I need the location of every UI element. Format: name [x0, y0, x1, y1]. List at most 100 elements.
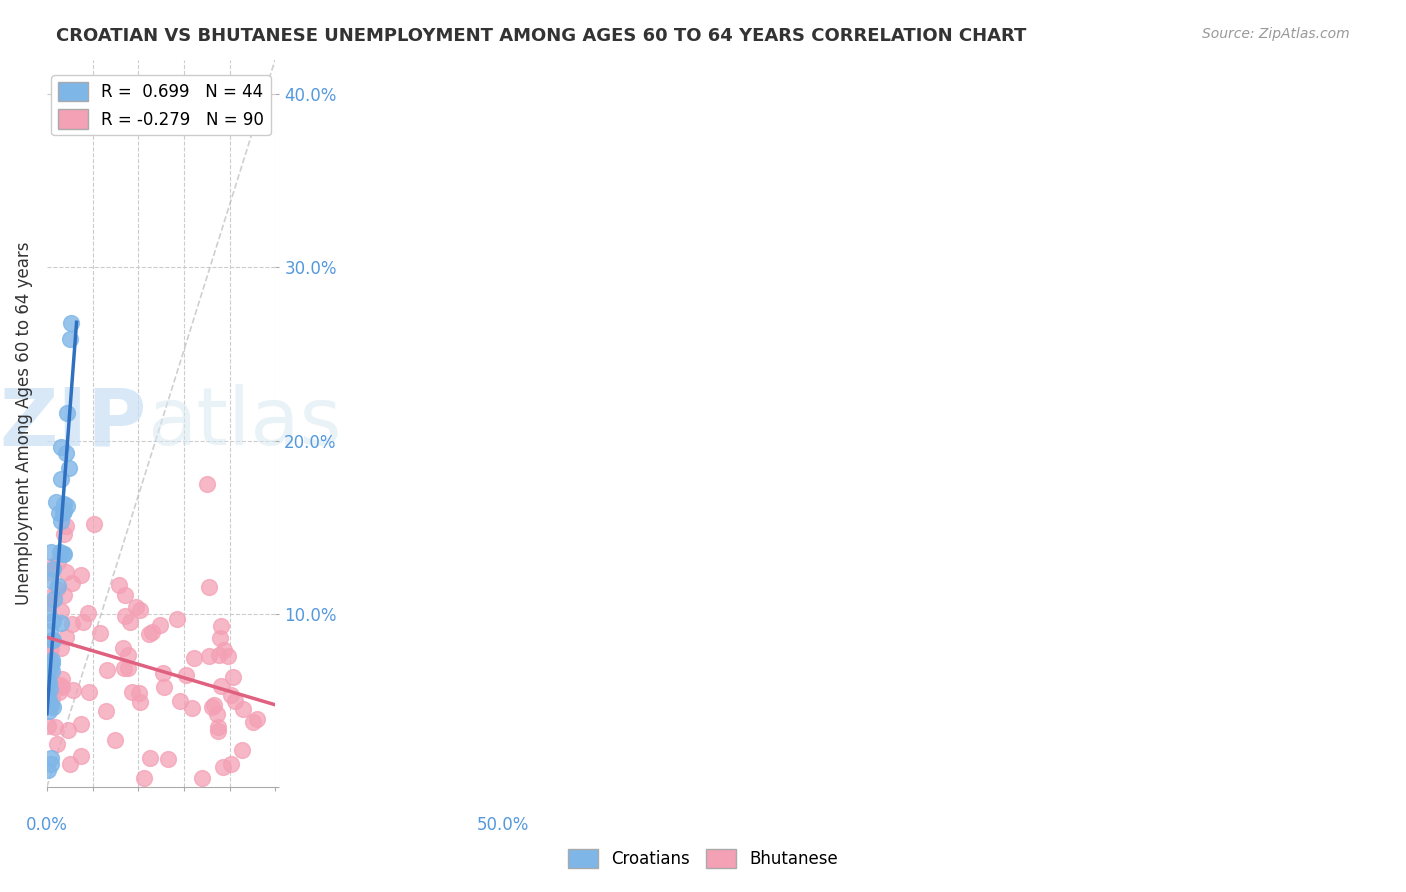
Point [83, 516, 105, 531]
Point [132, 771, 155, 785]
Point [217, 649, 239, 664]
Point [191, 771, 214, 785]
Point [51, 472, 73, 486]
Point [39, 590, 62, 604]
Point [221, 670, 243, 684]
Text: 0.0%: 0.0% [25, 816, 67, 834]
Text: CROATIAN VS BHUTANESE UNEMPLOYMENT AMONG AGES 60 TO 64 YEARS CORRELATION CHART: CROATIAN VS BHUTANESE UNEMPLOYMENT AMONG… [56, 27, 1026, 45]
Point [55, 565, 77, 579]
Point [45, 737, 67, 751]
Point [114, 588, 136, 602]
Point [39, 675, 62, 690]
Point [207, 720, 229, 734]
Point [129, 602, 152, 616]
Point [246, 712, 269, 726]
Point [58, 332, 80, 346]
Point [38, 662, 60, 676]
Point [62, 682, 84, 697]
Point [219, 688, 242, 702]
Point [37, 676, 59, 690]
Point [39, 545, 62, 559]
Point [108, 577, 131, 591]
Point [125, 599, 148, 614]
Point [39, 757, 62, 772]
Point [39, 751, 62, 765]
Point [38, 641, 60, 656]
Point [242, 715, 264, 730]
Point [42, 592, 65, 607]
Point [37, 607, 59, 621]
Point [96, 663, 118, 677]
Text: Source: ZipAtlas.com: Source: ZipAtlas.com [1202, 27, 1350, 41]
Point [197, 580, 219, 594]
Point [181, 701, 204, 715]
Point [41, 632, 63, 647]
Point [51, 680, 73, 694]
Point [39, 682, 62, 697]
Point [77, 685, 100, 699]
Point [221, 757, 243, 772]
Point [42, 700, 65, 714]
Point [121, 685, 143, 699]
Point [141, 625, 163, 640]
Point [60, 575, 83, 590]
Point [42, 615, 65, 629]
Point [52, 547, 75, 561]
Point [231, 743, 253, 757]
Point [55, 630, 77, 644]
Point [38, 566, 60, 580]
Point [38, 674, 60, 689]
Point [224, 694, 246, 708]
Point [207, 723, 229, 738]
Point [52, 588, 75, 602]
Point [52, 547, 75, 561]
Point [49, 545, 72, 559]
Point [152, 665, 174, 680]
Point [55, 446, 77, 460]
Point [51, 672, 73, 686]
Point [129, 695, 152, 709]
Point [72, 615, 94, 629]
Point [58, 461, 80, 475]
Point [39, 658, 62, 673]
Point [37, 763, 59, 777]
Point [112, 641, 135, 656]
Point [138, 627, 160, 641]
Point [139, 750, 162, 764]
Point [38, 693, 60, 707]
Point [70, 568, 93, 582]
Point [211, 760, 233, 774]
Point [49, 604, 72, 618]
Point [42, 562, 65, 576]
Point [207, 706, 229, 721]
Point [48, 506, 70, 520]
Point [195, 476, 218, 491]
Point [53, 526, 76, 541]
Point [37, 687, 59, 701]
Point [169, 694, 191, 708]
Point [41, 664, 63, 678]
Point [41, 656, 63, 670]
Point [52, 504, 75, 518]
Point [166, 612, 188, 626]
Point [70, 749, 93, 764]
Point [202, 698, 225, 712]
Point [56, 406, 79, 420]
Text: 50.0%: 50.0% [477, 816, 530, 834]
Point [45, 495, 67, 509]
Point [149, 618, 172, 632]
Point [39, 624, 62, 638]
Point [208, 648, 231, 662]
Point [53, 497, 76, 511]
Point [60, 617, 83, 632]
Point [44, 720, 66, 734]
Point [152, 680, 174, 694]
Point [70, 717, 93, 731]
Point [197, 649, 219, 664]
Point [183, 651, 205, 665]
Point [41, 558, 63, 573]
Point [46, 555, 69, 569]
Point [77, 606, 100, 620]
Point [118, 615, 141, 630]
Point [38, 573, 60, 587]
